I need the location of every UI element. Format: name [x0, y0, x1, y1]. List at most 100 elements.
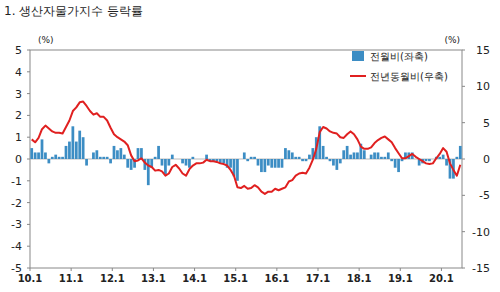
y2-tick-label: 5 [483, 117, 490, 130]
legend-swatch [352, 51, 364, 61]
y-tick-label: -2 [11, 197, 22, 210]
bar [370, 155, 373, 159]
legend-label: 전월비(좌축) [370, 51, 428, 62]
y-tick-label: 3 [15, 88, 22, 101]
bar [270, 159, 273, 168]
bar [305, 159, 308, 161]
bar [185, 159, 188, 166]
x-tick [441, 268, 442, 271]
bar [123, 155, 126, 159]
bar [157, 146, 160, 159]
bar [30, 148, 33, 159]
bar [191, 157, 194, 159]
x-tick [194, 268, 195, 271]
x-tick [235, 268, 236, 271]
y-tick-label: 0 [15, 153, 22, 166]
bar [298, 157, 301, 159]
y-tick [27, 137, 30, 138]
bar [54, 155, 57, 159]
y-tick [27, 93, 30, 94]
bar [188, 159, 191, 168]
bar [390, 159, 393, 161]
y2-tick-label: -15 [472, 262, 490, 275]
bar [294, 157, 297, 159]
title: 1. 생산자물가지수 등락률 [4, 4, 143, 18]
x-tick [112, 268, 113, 271]
bar [322, 146, 325, 159]
bar [329, 159, 332, 161]
bar [356, 152, 359, 159]
bar [349, 155, 352, 159]
bar [455, 157, 458, 159]
y-tick-label: -1 [11, 175, 22, 188]
plot-area [30, 102, 462, 194]
x-tick-label: 20.1 [429, 273, 454, 284]
y-tick-label: 5 [15, 44, 22, 57]
bar [236, 159, 239, 181]
bar [195, 159, 198, 160]
y-tick-label: 4 [15, 66, 22, 79]
y-tick [27, 71, 30, 72]
bar [253, 157, 256, 159]
bar [260, 159, 263, 172]
bar [438, 157, 441, 159]
bar [82, 137, 85, 159]
x-tick [400, 268, 401, 271]
bar [51, 157, 54, 159]
bar [202, 159, 205, 160]
y-tick [27, 202, 30, 203]
x-tick [276, 268, 277, 271]
bar [198, 159, 201, 160]
bar [68, 142, 71, 159]
bar [363, 150, 366, 159]
bar [205, 155, 208, 159]
y2-tick-label: -10 [472, 226, 490, 239]
bar [95, 150, 98, 159]
bar [414, 159, 417, 160]
chart: 1. 생산자물가지수 등락률(%)(%)-5-4-3-2-1012345-15-… [0, 0, 500, 292]
bar [37, 152, 40, 159]
y-tick [27, 115, 30, 116]
bar [106, 157, 109, 159]
y-tick-label: -4 [11, 240, 22, 253]
y-axis-label: (%) [38, 35, 54, 45]
bar [99, 157, 102, 159]
x-tick-label: 14.1 [182, 273, 207, 284]
plot-frame [30, 50, 462, 268]
bar [335, 159, 338, 170]
x-tick-label: 10.1 [18, 273, 43, 284]
bar [445, 159, 448, 166]
y-tick [27, 180, 30, 181]
y2-tick [462, 195, 465, 196]
x-tick-label: 17.1 [306, 273, 331, 284]
bar [167, 159, 170, 166]
x-tick-label: 15.1 [223, 273, 248, 284]
x-tick [153, 268, 154, 271]
y-tick-label: 2 [15, 109, 22, 122]
bar [147, 159, 150, 185]
bar [346, 146, 349, 159]
bar [71, 126, 74, 159]
bar [428, 159, 431, 161]
bar [58, 157, 61, 159]
x-tick-label: 13.1 [141, 273, 166, 284]
bar [380, 157, 383, 159]
bar [263, 159, 266, 172]
bar [239, 159, 242, 160]
bar [119, 148, 122, 159]
y2-tick [462, 159, 465, 160]
y-tick-label: 1 [15, 131, 22, 144]
bar [281, 159, 284, 168]
bar [161, 159, 164, 166]
bar [287, 150, 290, 159]
bar [301, 159, 304, 161]
y2-tick-label: 15 [476, 44, 490, 57]
bar [164, 159, 167, 174]
bar [459, 146, 462, 159]
bar [442, 155, 445, 159]
bar [116, 150, 119, 159]
x-tick [318, 268, 319, 271]
bar [373, 152, 376, 159]
y2-tick-label: 0 [483, 153, 490, 166]
bar [222, 159, 225, 163]
